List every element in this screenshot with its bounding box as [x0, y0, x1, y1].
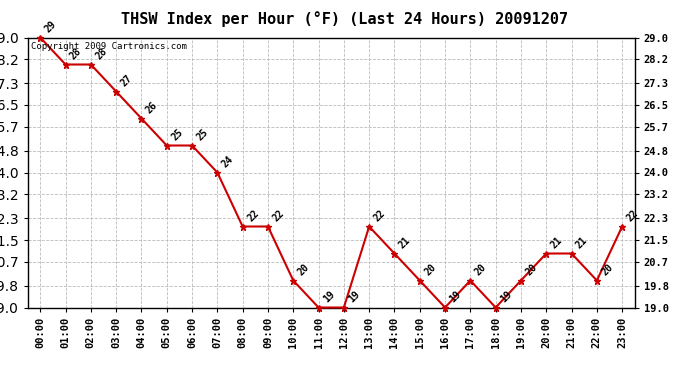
Text: 20: 20	[524, 262, 539, 278]
Text: 28: 28	[68, 46, 83, 62]
Text: 19: 19	[448, 290, 463, 305]
Text: 22: 22	[372, 209, 387, 224]
Text: 20: 20	[422, 262, 438, 278]
Text: 19: 19	[498, 290, 514, 305]
Text: 20: 20	[296, 262, 311, 278]
Text: 26: 26	[144, 100, 159, 116]
Text: 29: 29	[43, 20, 59, 35]
Text: 25: 25	[170, 128, 185, 143]
Text: 21: 21	[549, 236, 564, 251]
Text: 27: 27	[119, 74, 135, 89]
Text: 21: 21	[574, 236, 590, 251]
Text: 24: 24	[220, 154, 235, 170]
Text: Copyright 2009 Cartronics.com: Copyright 2009 Cartronics.com	[30, 42, 186, 51]
Text: 22: 22	[270, 209, 286, 224]
Text: 21: 21	[397, 236, 413, 251]
Text: 19: 19	[346, 290, 362, 305]
Text: 20: 20	[473, 262, 489, 278]
Text: 25: 25	[195, 128, 210, 143]
Text: 22: 22	[246, 209, 261, 224]
Text: 20: 20	[600, 262, 615, 278]
Text: 22: 22	[625, 209, 640, 224]
Text: 28: 28	[94, 46, 109, 62]
Text: 19: 19	[322, 290, 337, 305]
Text: THSW Index per Hour (°F) (Last 24 Hours) 20091207: THSW Index per Hour (°F) (Last 24 Hours)…	[121, 11, 569, 27]
